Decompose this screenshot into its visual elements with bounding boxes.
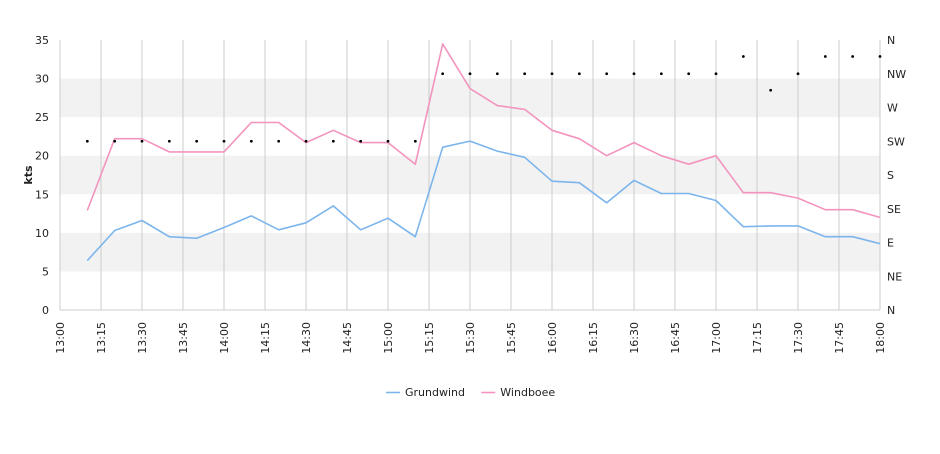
vertical-gridlines bbox=[59, 40, 881, 310]
x-tick-label: 17:30 bbox=[792, 322, 805, 354]
direction-point bbox=[113, 139, 117, 143]
x-tick-label: 13:30 bbox=[136, 322, 149, 354]
direction-point bbox=[687, 72, 691, 76]
y-tick-label: 35 bbox=[35, 34, 49, 47]
x-tick-label: 14:15 bbox=[259, 322, 272, 354]
x-tick-label: 17:00 bbox=[710, 322, 723, 354]
x-tick-label: 13:00 bbox=[54, 322, 67, 354]
direction-point bbox=[823, 55, 827, 58]
direction-tick-label: W bbox=[887, 102, 898, 115]
x-tick-label: 15:45 bbox=[505, 322, 518, 354]
direction-point bbox=[495, 72, 499, 76]
x-tick-label: 15:00 bbox=[382, 322, 395, 354]
direction-tick-label: S bbox=[887, 169, 894, 182]
y-axis-title: kts bbox=[22, 165, 35, 185]
x-tick-label: 14:45 bbox=[341, 322, 354, 354]
x-tick-label: 13:15 bbox=[95, 322, 108, 354]
direction-point bbox=[140, 139, 144, 143]
direction-point bbox=[851, 55, 855, 58]
direction-point bbox=[632, 72, 636, 76]
x-tick-label: 17:45 bbox=[833, 322, 846, 354]
direction-point bbox=[468, 72, 472, 76]
direction-points bbox=[85, 55, 882, 143]
direction-point bbox=[304, 139, 308, 143]
x-tick-label: 15:30 bbox=[464, 322, 477, 354]
y-tick-label: 25 bbox=[35, 111, 49, 124]
direction-point bbox=[195, 139, 199, 143]
y-tick-label: 0 bbox=[42, 304, 49, 317]
x-tick-label: 16:45 bbox=[669, 322, 682, 354]
y-axis-labels: 0 5 10 15 20 25 30 35 bbox=[35, 34, 49, 317]
direction-tick-label: N bbox=[887, 34, 895, 47]
x-tick-label: 16:00 bbox=[546, 322, 559, 354]
series-line-windboee bbox=[86, 43, 881, 219]
direction-point bbox=[277, 139, 281, 143]
direction-point bbox=[769, 88, 773, 92]
x-tick-label: 14:00 bbox=[218, 322, 231, 354]
direction-point bbox=[577, 72, 581, 76]
x-tick-label: 18:00 bbox=[874, 322, 887, 354]
x-tick-label: 17:15 bbox=[751, 322, 764, 354]
direction-point bbox=[167, 139, 171, 143]
direction-point bbox=[441, 72, 445, 76]
direction-point bbox=[386, 139, 390, 143]
x-tick-label: 16:30 bbox=[628, 322, 641, 354]
x-tick-label: 14:30 bbox=[300, 322, 313, 354]
direction-point bbox=[222, 139, 226, 143]
direction-tick-label: NE bbox=[887, 270, 902, 283]
direction-tick-label: N bbox=[887, 304, 895, 317]
legend-label[interactable]: Grundwind bbox=[405, 386, 465, 399]
series-line-grundwind bbox=[86, 140, 881, 262]
direction-tick-label: E bbox=[887, 237, 894, 250]
direction-point bbox=[796, 72, 800, 76]
direction-tick-label: SE bbox=[887, 203, 901, 216]
direction-point bbox=[85, 139, 89, 143]
direction-point bbox=[359, 139, 363, 143]
legend-label[interactable]: Windboee bbox=[500, 386, 555, 399]
direction-axis-labels: N NE E SE S SW W NW N bbox=[887, 34, 906, 317]
series-lines bbox=[86, 43, 881, 262]
direction-tick-label: SW bbox=[887, 135, 905, 148]
y-tick-label: 10 bbox=[35, 227, 49, 240]
direction-point bbox=[249, 139, 253, 143]
direction-point bbox=[878, 55, 882, 58]
direction-tick-label: NW bbox=[887, 68, 906, 81]
direction-point bbox=[523, 72, 527, 76]
direction-point bbox=[659, 72, 663, 76]
y-tick-label: 5 bbox=[42, 265, 49, 278]
y-tick-label: 20 bbox=[35, 150, 49, 163]
x-tick-label: 16:15 bbox=[587, 322, 600, 354]
direction-point bbox=[413, 139, 417, 143]
x-tick-label: 15:15 bbox=[423, 322, 436, 354]
direction-point bbox=[331, 139, 335, 143]
direction-point bbox=[605, 72, 609, 76]
x-axis-labels: 13:00 13:15 13:30 13:45 14:00 14:15 14:30 14:45… bbox=[54, 322, 887, 354]
y-tick-label: 15 bbox=[35, 188, 49, 201]
y-tick-label: 30 bbox=[35, 73, 49, 86]
direction-point bbox=[714, 72, 718, 76]
direction-point bbox=[550, 72, 554, 76]
legend: Grundwind Windboee bbox=[386, 386, 555, 399]
direction-point bbox=[741, 55, 745, 58]
x-tick-label: 13:45 bbox=[177, 322, 190, 354]
